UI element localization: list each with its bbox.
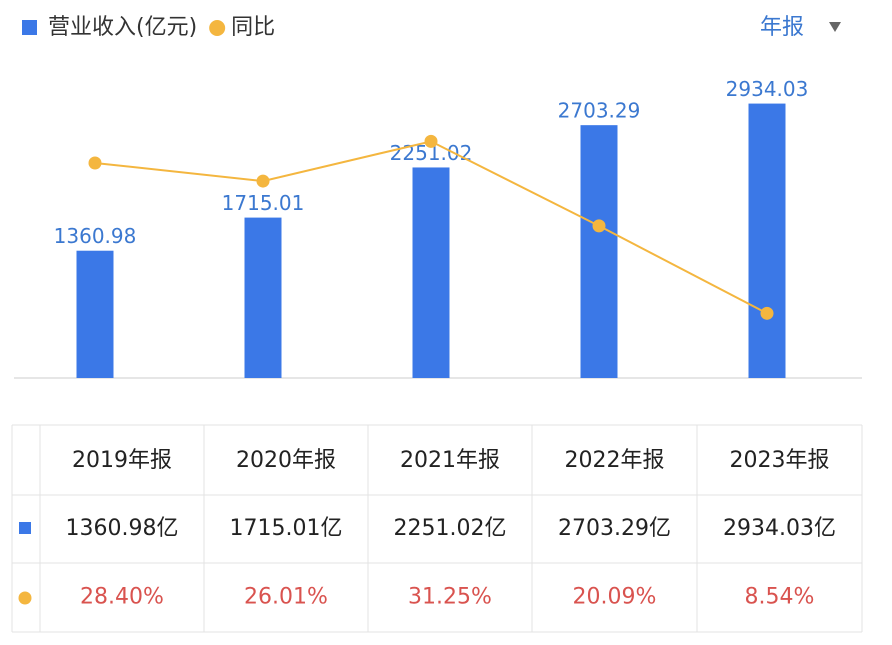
table-header: 2019年报 (72, 448, 172, 473)
table-cell: 20.09% (573, 585, 657, 610)
table-cell: 2934.03亿 (723, 516, 836, 541)
bar-value-label: 1715.01 (222, 191, 305, 215)
line-point (760, 306, 774, 320)
table-cell: 1715.01亿 (230, 516, 343, 541)
bar (748, 103, 786, 378)
table-cell: 26.01% (244, 585, 328, 610)
table-header: 2023年报 (730, 448, 830, 473)
line-point (424, 134, 438, 148)
table-header: 2022年报 (565, 448, 665, 473)
bar-value-label: 1360.98 (54, 224, 137, 248)
table-cell: 2251.02亿 (394, 516, 507, 541)
table-header: 2021年报 (400, 448, 500, 473)
line-point (256, 174, 270, 188)
table-row-icon (19, 522, 31, 534)
table-header: 2020年报 (236, 448, 336, 473)
period-selector[interactable]: 年报 (760, 15, 804, 40)
table-cell: 8.54% (745, 585, 815, 610)
line-point (592, 219, 606, 233)
bar-value-label: 2934.03 (726, 77, 809, 101)
legend-swatch (22, 20, 37, 35)
bar (76, 250, 114, 378)
bar (244, 217, 282, 378)
bar (580, 125, 618, 379)
legend-swatch (209, 20, 226, 36)
table-row-icon (18, 591, 32, 605)
legend-label: 营业收入(亿元) (48, 15, 197, 40)
table-cell: 31.25% (408, 585, 492, 610)
legend-label: 同比 (231, 15, 275, 40)
table-cell: 28.40% (80, 585, 164, 610)
table-cell: 2703.29亿 (558, 516, 671, 541)
line-point (88, 156, 102, 170)
bar-value-label: 2703.29 (558, 99, 641, 123)
bar (412, 167, 450, 378)
dropdown-arrow[interactable] (829, 22, 841, 32)
table-cell: 1360.98亿 (66, 516, 179, 541)
